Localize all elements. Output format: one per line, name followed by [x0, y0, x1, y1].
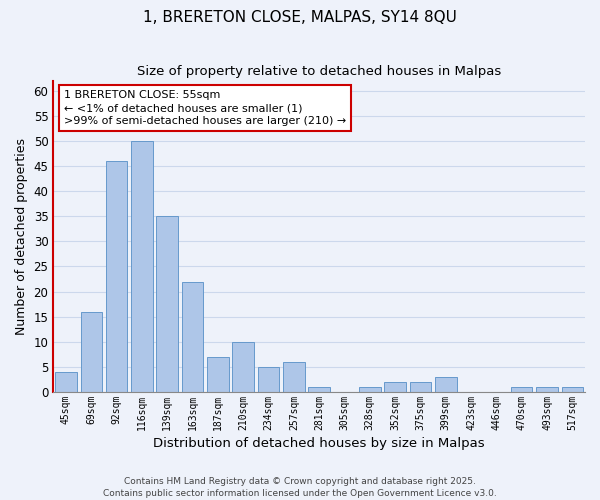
Bar: [157, 216, 178, 392]
Bar: [308, 387, 330, 392]
Bar: [207, 357, 229, 392]
Title: Size of property relative to detached houses in Malpas: Size of property relative to detached ho…: [137, 65, 501, 78]
Bar: [511, 387, 532, 392]
Bar: [385, 382, 406, 392]
Bar: [232, 342, 254, 392]
Y-axis label: Number of detached properties: Number of detached properties: [15, 138, 28, 335]
Bar: [106, 161, 127, 392]
Bar: [536, 387, 558, 392]
Bar: [410, 382, 431, 392]
Text: Contains HM Land Registry data © Crown copyright and database right 2025.
Contai: Contains HM Land Registry data © Crown c…: [103, 476, 497, 498]
Text: 1, BRERETON CLOSE, MALPAS, SY14 8QU: 1, BRERETON CLOSE, MALPAS, SY14 8QU: [143, 10, 457, 25]
Bar: [258, 367, 279, 392]
Bar: [283, 362, 305, 392]
Bar: [435, 377, 457, 392]
Bar: [562, 387, 583, 392]
X-axis label: Distribution of detached houses by size in Malpas: Distribution of detached houses by size …: [154, 437, 485, 450]
Bar: [80, 312, 102, 392]
Bar: [131, 141, 152, 392]
Bar: [55, 372, 77, 392]
Text: 1 BRERETON CLOSE: 55sqm
← <1% of detached houses are smaller (1)
>99% of semi-de: 1 BRERETON CLOSE: 55sqm ← <1% of detache…: [64, 90, 346, 126]
Bar: [182, 282, 203, 392]
Bar: [359, 387, 380, 392]
